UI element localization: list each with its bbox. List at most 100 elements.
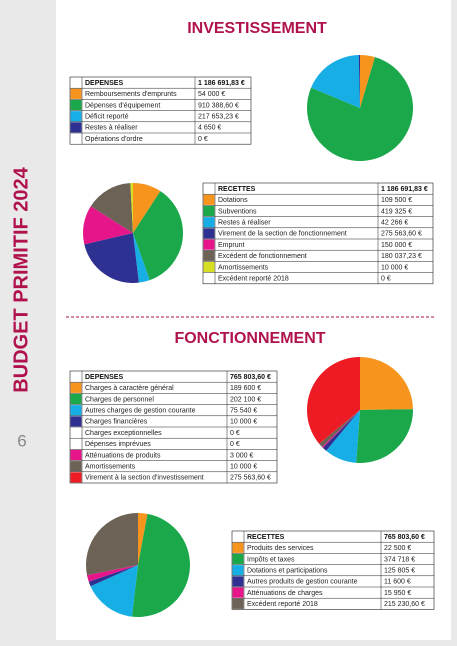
row-label: Autres produits de gestion courante [247, 579, 358, 586]
row-value: 15 950 € [384, 590, 411, 597]
row-value: 202 100 € [230, 396, 261, 403]
pie-slice [82, 206, 133, 245]
pie-slice [90, 183, 133, 233]
row-label: Restes à réaliser [218, 220, 271, 227]
pie-slice [307, 357, 360, 444]
row-label: Remboursements d'emprunts [85, 91, 177, 98]
pie-slice [326, 410, 360, 463]
pie-slice [133, 183, 161, 233]
pie-slice [90, 565, 138, 617]
row-value: 0 € [230, 441, 240, 448]
row-label: Amortissements [85, 464, 136, 471]
table-header: DEPENSES [85, 80, 123, 87]
pie-slice [360, 55, 375, 108]
row-value: 10 000 € [230, 419, 257, 426]
pie-slice [130, 183, 133, 233]
row-value: 0 € [381, 276, 391, 283]
legend-swatch [70, 393, 82, 405]
row-label: Emprunt [218, 242, 245, 249]
row-value: 275 563,60 € [381, 231, 422, 238]
pie-slice [86, 565, 138, 582]
legend-swatch [203, 217, 215, 228]
pie-slice [88, 565, 138, 587]
pie-slice [133, 191, 183, 281]
pie-slice [322, 410, 360, 451]
row-label: Dotations et participations [247, 568, 328, 575]
legend-swatch [70, 133, 82, 144]
row-label: Charges financières [85, 419, 148, 426]
table-total: 765 803,60 € [230, 374, 271, 381]
legend-swatch [203, 194, 215, 205]
pie-slice [319, 410, 360, 447]
legend-swatch [70, 405, 82, 416]
row-label: Excédent reporté 2018 [218, 276, 289, 283]
pie-slice [131, 513, 190, 617]
table-total: 1 186 691,83 € [381, 186, 428, 193]
row-label: Subventions [218, 208, 257, 215]
row-label: Excédent de fonctionnement [218, 253, 307, 260]
legend-swatch [70, 122, 82, 133]
legend-swatch [70, 472, 82, 483]
row-value: 910 388,60 € [198, 102, 239, 109]
table-frame [231, 530, 435, 610]
legend-swatch [232, 565, 244, 576]
legend-swatch [203, 205, 215, 217]
pie-slice [356, 409, 413, 463]
row-value: 42 266 € [381, 220, 408, 227]
pie-slice [138, 513, 148, 565]
row-label: Déficit reporté [85, 114, 129, 121]
pie-slice [133, 233, 150, 283]
row-label: Opérations d'ordre [85, 136, 143, 143]
table-header: RECETTES [218, 186, 256, 193]
row-label: Atténuations de produits [85, 452, 161, 459]
row-value: 215 230,60 € [384, 601, 425, 608]
legend-swatch [232, 587, 244, 598]
row-value: 109 500 € [381, 197, 412, 204]
row-label: Dotations [218, 197, 248, 204]
row-label: Virement à la section d'investissement [85, 475, 204, 482]
row-value: 150 000 € [381, 242, 412, 249]
row-value: 374 718 € [384, 556, 415, 563]
legend-swatch [232, 542, 244, 553]
table-header: RECETTES [247, 534, 285, 541]
row-label: Atténuations de charges [247, 590, 323, 597]
row-value: 4 650 € [198, 125, 221, 132]
legend-swatch [203, 273, 215, 284]
row-label: Virement de la section de fonctionnement [218, 231, 347, 238]
table-header: DEPENSES [85, 374, 123, 381]
legend-swatch [70, 111, 82, 122]
pie-slice [84, 233, 139, 283]
row-label: Restes à réaliser [85, 125, 138, 132]
legend-swatch [203, 261, 215, 273]
row-label: Charges de personnel [85, 396, 154, 403]
sidebar-title: BUDGET PRIMITIF 2024 [10, 166, 32, 392]
table-frame [202, 182, 434, 285]
row-value: 10 000 € [230, 464, 257, 471]
section-title: INVESTISSEMENT [187, 20, 327, 37]
legend-swatch [232, 576, 244, 587]
legend-swatch [232, 553, 244, 565]
legend-swatch [70, 99, 82, 111]
row-value: 419 325 € [381, 208, 412, 215]
row-value: 22 500 € [384, 545, 411, 552]
pie-slice [358, 55, 360, 108]
pie-slice [307, 57, 413, 161]
row-value: 189 600 € [230, 385, 261, 392]
row-label: Charges exceptionnelles [85, 430, 162, 437]
row-label: Excédent reporté 2018 [247, 601, 318, 608]
table-total: 765 803,60 € [384, 534, 425, 541]
legend-swatch [70, 416, 82, 427]
legend-swatch [70, 461, 82, 472]
row-value: 54 000 € [198, 91, 225, 98]
legend-swatch [70, 438, 82, 449]
row-label: Impôts et taxes [247, 556, 295, 563]
legend-swatch [203, 228, 215, 239]
row-value: 217 653,23 € [198, 114, 239, 121]
row-value: 3 000 € [230, 452, 253, 459]
row-value: 125 805 € [384, 568, 415, 575]
pie-slice [360, 357, 413, 410]
legend-swatch [70, 382, 82, 393]
row-label: Amortissements [218, 264, 269, 271]
row-value: 0 € [230, 430, 240, 437]
